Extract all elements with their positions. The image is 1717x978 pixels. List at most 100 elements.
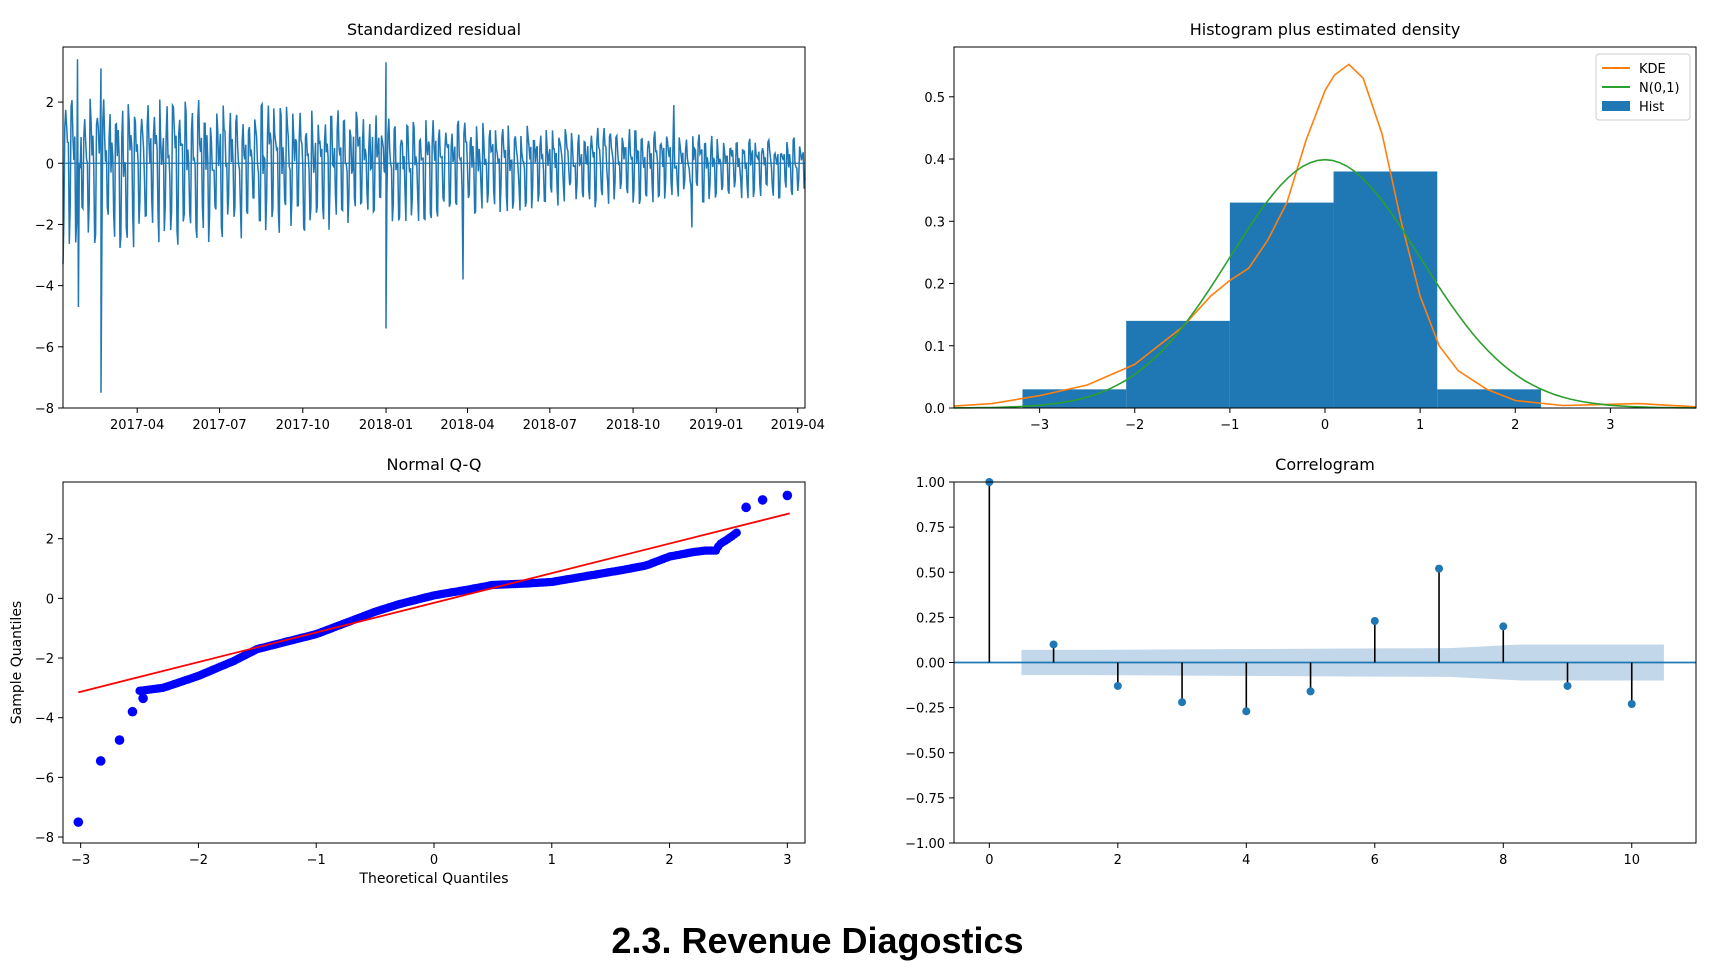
x-tick-label: 0 xyxy=(985,853,993,868)
x-tick-label: −2 xyxy=(1125,418,1144,433)
x-tick-label: 10 xyxy=(1623,853,1640,868)
x-tick-label: 2018-04 xyxy=(440,418,494,433)
kde-line xyxy=(953,63,1697,408)
x-tick-label: 1 xyxy=(1416,418,1424,433)
acf-marker xyxy=(1113,681,1122,690)
x-tick-label: 2 xyxy=(1114,853,1122,868)
correlogram-title: Correlogram xyxy=(1275,455,1375,474)
y-tick-label: −0.75 xyxy=(905,792,945,807)
legend-label: KDE xyxy=(1639,62,1666,77)
x-tick-label: 8 xyxy=(1499,853,1507,868)
y-tick-label: 0.5 xyxy=(924,91,945,106)
acf-marker xyxy=(1563,681,1572,690)
qq-y-label: Sample Quantiles xyxy=(9,601,25,724)
y-tick-label: 0.2 xyxy=(924,278,945,293)
correlogram-chart: Correlogram 1.00 0.75 0.50 0.25 0.00 −0.25 −0.5… xyxy=(905,455,1697,868)
y-tick-label: 2 xyxy=(46,96,54,111)
x-tick-label: 2018-07 xyxy=(523,418,577,433)
y-tick-label: −8 xyxy=(35,831,54,846)
x-tick-label: −2 xyxy=(189,853,208,868)
qq-point xyxy=(95,756,106,766)
legend-swatch xyxy=(1602,101,1630,111)
qq-point xyxy=(732,528,741,537)
x-tick-label: −3 xyxy=(1030,418,1049,433)
histogram-title: Histogram plus estimated density xyxy=(1190,20,1461,39)
acf-marker xyxy=(1499,622,1508,631)
y-tick-label: −1.00 xyxy=(905,837,945,852)
x-tick-label: 4 xyxy=(1242,853,1250,868)
x-tick-label: −1 xyxy=(307,853,326,868)
x-tick-label: 2 xyxy=(665,853,673,868)
acf-marker xyxy=(1435,564,1444,573)
residual-title: Standardized residual xyxy=(347,20,521,39)
x-tick-label: 2019-01 xyxy=(689,418,743,433)
y-tick-label: −8 xyxy=(35,402,54,417)
plot-frame xyxy=(62,46,806,409)
y-tick-label: −4 xyxy=(35,280,54,295)
plot-frame xyxy=(62,481,806,844)
y-tick-label: −4 xyxy=(35,712,54,727)
qq-point xyxy=(138,693,148,704)
x-tick-label: 0 xyxy=(1321,418,1329,433)
y-tick-label: 0.00 xyxy=(916,657,945,672)
histogram-chart: Histogram plus estimated density 0.0 0.1 0.… xyxy=(924,20,1697,433)
histogram-bar xyxy=(1229,202,1334,408)
residual-chart: Standardized residual 2 0 −2 −4 −6 −8 2017-04 20… xyxy=(35,20,825,433)
acf-marker xyxy=(1049,640,1058,649)
qq-title: Normal Q-Q xyxy=(387,455,482,474)
y-tick-label: −6 xyxy=(35,341,54,356)
acf-marker xyxy=(1242,707,1251,716)
qq-point xyxy=(114,735,125,745)
y-tick-label: 0.25 xyxy=(916,611,945,626)
x-tick-label: 2017-04 xyxy=(110,418,164,433)
figure-caption: 2.3. Revenue Diagostics xyxy=(611,920,1024,961)
y-tick-label: 0.0 xyxy=(924,402,945,417)
x-tick-label: 2017-10 xyxy=(276,418,330,433)
y-tick-label: 0 xyxy=(46,157,54,172)
qq-point xyxy=(782,490,793,501)
y-tick-label: −2 xyxy=(35,218,54,233)
qq-point xyxy=(741,502,751,513)
normal-pdf-line xyxy=(953,158,1697,409)
qq-x-label: Theoretical Quantiles xyxy=(358,871,508,887)
y-tick-label: −6 xyxy=(35,771,54,786)
histogram-legend: KDE N(0,1) Hist xyxy=(1595,53,1691,121)
y-tick-label: 0 xyxy=(46,592,54,607)
acf-marker xyxy=(1627,700,1636,709)
legend-label: N(0,1) xyxy=(1639,81,1680,96)
x-tick-label: 0 xyxy=(430,853,438,868)
y-tick-label: 0.75 xyxy=(916,521,945,536)
x-tick-label: 2 xyxy=(1511,418,1519,433)
x-tick-label: 2018-10 xyxy=(606,418,660,433)
x-tick-label: −3 xyxy=(71,853,90,868)
y-tick-label: 0.4 xyxy=(924,153,945,168)
qq-point xyxy=(127,706,138,717)
qq-point xyxy=(757,495,768,505)
acf-marker xyxy=(1306,687,1315,696)
x-tick-label: 2018-01 xyxy=(359,418,413,433)
histogram-bar xyxy=(1333,171,1438,408)
y-tick-label: 0.1 xyxy=(924,340,945,355)
x-tick-label: −1 xyxy=(1220,418,1239,433)
legend-label: Hist xyxy=(1639,100,1664,115)
x-tick-label: 2017-07 xyxy=(192,418,246,433)
y-tick-label: 2 xyxy=(46,533,54,548)
y-tick-label: 1.00 xyxy=(916,476,945,491)
y-tick-label: 0.3 xyxy=(924,215,945,230)
histogram-bar xyxy=(1437,389,1541,408)
y-tick-label: −2 xyxy=(35,652,54,667)
histogram-bar xyxy=(1126,320,1230,408)
y-tick-label: −0.50 xyxy=(905,747,945,762)
residual-series-line xyxy=(62,59,806,393)
qq-point xyxy=(73,817,84,827)
x-tick-label: 3 xyxy=(783,853,791,868)
x-tick-label: 1 xyxy=(548,853,556,868)
y-tick-label: −0.25 xyxy=(905,702,945,717)
qq-reference-line xyxy=(78,512,790,694)
acf-marker xyxy=(1178,698,1187,707)
y-tick-label: 0.50 xyxy=(916,566,945,581)
x-tick-label: 6 xyxy=(1371,853,1379,868)
qq-chart: Normal Q-Q 2 0 −2 −4 −6 −8 −3 −2 −1 0 1 2 3 Theoretica… xyxy=(9,455,806,887)
acf-marker xyxy=(1370,616,1379,625)
